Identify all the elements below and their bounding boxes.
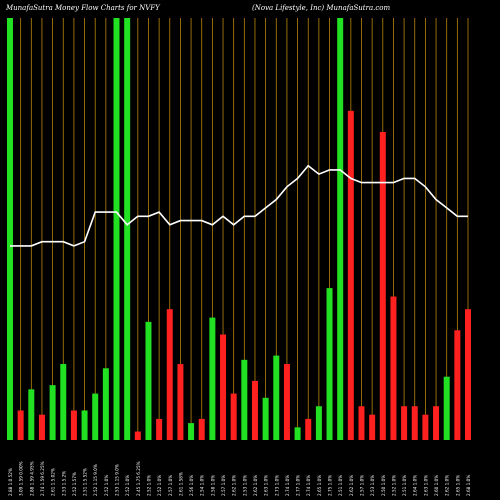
- x-tick-label: 2.62 1.0%: [253, 475, 258, 496]
- money-flow-bar: [305, 418, 312, 440]
- x-tick-label: 2.74 1.0%: [285, 475, 290, 496]
- money-flow-bar: [124, 18, 131, 440]
- money-flow-bar: [188, 423, 195, 440]
- x-tick-label: 2.65 1.0%: [317, 475, 322, 496]
- x-tick-label: 2.77 1.0%: [296, 475, 301, 496]
- money-flow-bar: [81, 410, 88, 440]
- x-tick-label: 2.52 1.0%: [104, 475, 109, 496]
- chart-subtitle: (Nova Lifestyle, Inc) MunafaSutra.com: [252, 4, 391, 12]
- x-tick-label: 2.52 1.0%: [125, 475, 130, 496]
- x-tick-label: 2.62 1.0%: [445, 475, 450, 496]
- money-flow-bar: [401, 406, 408, 440]
- x-tick-label: 2.54 1.0%: [200, 475, 205, 496]
- money-flow-bar: [92, 393, 99, 440]
- money-flow-bar: [38, 414, 45, 440]
- money-flow-bar: [369, 414, 376, 440]
- money-flow-bar: [209, 317, 216, 440]
- money-flow-bar: [220, 334, 227, 440]
- money-flow-bar: [315, 406, 322, 440]
- money-flow-bar: [443, 376, 450, 440]
- money-flow-bar: [379, 131, 386, 440]
- x-tick-label: 2.73 1.0%: [274, 475, 279, 496]
- money-flow-bar: [134, 431, 141, 440]
- money-flow-bar: [283, 364, 290, 440]
- money-flow-bar: [156, 418, 163, 440]
- x-tick-label: 2.63 1.0%: [423, 475, 428, 496]
- money-flow-bar: [390, 296, 397, 440]
- x-tick-label: 2.58 1.0%: [210, 475, 215, 496]
- x-tick-label: 2.50 1.0%: [381, 475, 386, 496]
- money-flow-bar: [49, 385, 56, 440]
- x-tick-label: 2.56 1.0%: [189, 475, 194, 496]
- x-tick-label: 2.75 1.0%: [328, 475, 333, 496]
- money-flow-bar: [326, 288, 333, 440]
- x-tick-label: 2.52 1.0%: [157, 475, 162, 496]
- x-tick-label: 2.57 1.0%: [359, 475, 364, 496]
- money-flow-bar: [273, 355, 280, 440]
- money-flow-bar: [262, 397, 269, 440]
- x-tick-label: 2.52 1.57%: [72, 472, 77, 496]
- x-tick-label: 2.52 1.15 9.0%: [93, 464, 98, 496]
- money-flow-bar: [60, 364, 67, 440]
- money-flow-bar: [7, 18, 13, 440]
- x-tick-label: 2.57 1.0%: [168, 475, 173, 496]
- money-flow-bar: [422, 414, 429, 440]
- money-flow-bar: [177, 364, 184, 440]
- money-flow-bar: [113, 18, 120, 440]
- x-tick-label: 2.53 1.15 9.0%: [115, 464, 120, 496]
- x-tick-label: 2.60 1.0%: [434, 475, 439, 496]
- x-tick-label: 2.53 1.0%: [242, 475, 247, 496]
- x-tick-label: 2.45 1.75 6.25%: [136, 461, 141, 496]
- money-flow-bar: [198, 418, 205, 440]
- x-tick-label: 2.74 1.59 6.25%: [40, 461, 45, 496]
- x-tick-label: 2.57 1.0%: [221, 475, 226, 496]
- x-tick-label: 2.68 1.0%: [466, 475, 471, 496]
- money-flow-bar: [166, 309, 173, 440]
- money-flow-bar: [145, 321, 152, 440]
- money-flow-bar: [17, 410, 24, 440]
- x-tick-label: 2.61 1.5.02%: [51, 468, 56, 496]
- x-tick-label: 2.88 1.0.52%: [8, 468, 13, 496]
- x-tick-label: 2.53 1.0%: [370, 475, 375, 496]
- money-flow-bar: [294, 427, 301, 440]
- x-tick-label: 2.74 1.0%: [306, 475, 311, 496]
- money-flow-bar: [411, 406, 418, 440]
- chart-title: MunafaSutra Money Flow Charts for NVFY: [6, 4, 160, 12]
- x-tick-label: 2.64 1.0%: [413, 475, 418, 496]
- x-tick-label: 2.88 1.59 4.95%: [29, 461, 34, 496]
- x-tick-label: 2.63 1.0%: [264, 475, 269, 496]
- x-tick-label: 2.53 1.5.2%: [61, 471, 66, 496]
- money-flow-bar: [347, 110, 354, 440]
- x-tick-label: 3.09 1.59 0.00%: [19, 461, 24, 496]
- money-flow-bar: [241, 359, 248, 440]
- x-tick-label: 2.62 1.0%: [232, 475, 237, 496]
- x-tick-label: 2.52 1.0%: [146, 475, 151, 496]
- money-flow-bar: [230, 393, 237, 440]
- x-tick-label: 2.51 1.0%: [402, 475, 407, 496]
- money-flow-bar: [70, 410, 77, 440]
- money-flow-bar: [337, 18, 344, 440]
- x-tick-label: 2.52 1.0%: [391, 475, 396, 496]
- x-tick-label: 2.65 1.0%: [455, 475, 460, 496]
- money-flow-bar: [28, 389, 35, 440]
- money-flow-bar: [358, 406, 365, 440]
- x-tick-label: 2.61 1.58%: [178, 472, 183, 496]
- x-tick-label: 2.51 1.5.52%: [83, 468, 88, 496]
- money-flow-bar: [433, 406, 440, 440]
- x-tick-label: 2.51 1.0%: [338, 475, 343, 496]
- money-flow-bar: [102, 368, 109, 440]
- x-tick-label: 2.62 1.0%: [349, 475, 354, 496]
- money-flow-bar: [251, 380, 258, 440]
- money-flow-bar: [454, 330, 461, 440]
- price-line: [10, 164, 468, 247]
- money-flow-bar: [465, 309, 471, 440]
